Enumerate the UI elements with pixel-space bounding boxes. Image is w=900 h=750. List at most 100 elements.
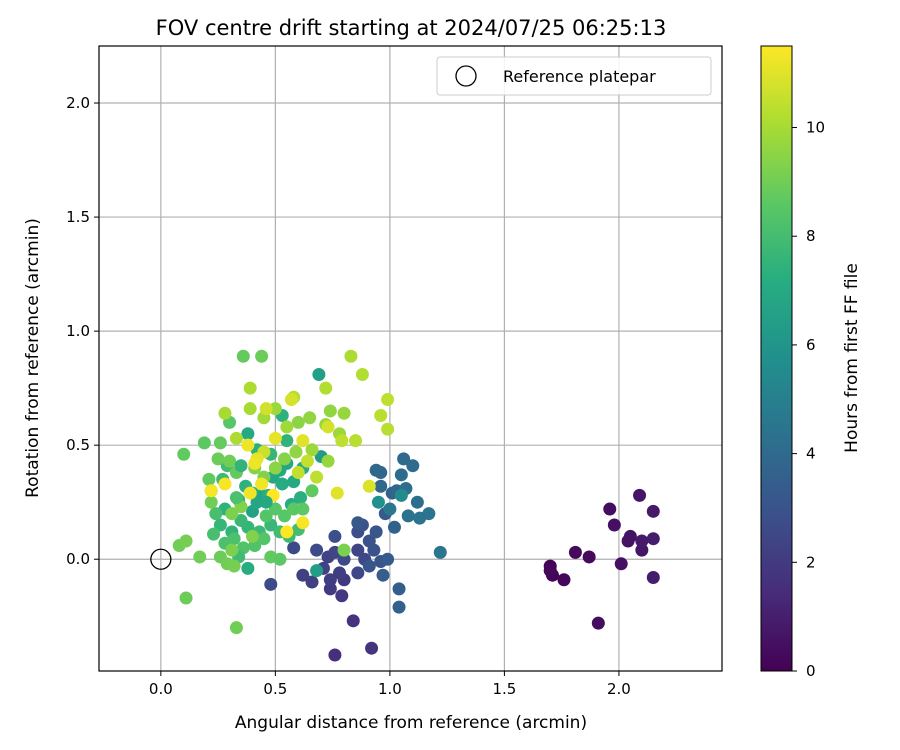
data-point xyxy=(351,516,365,530)
data-point xyxy=(193,550,207,564)
data-point xyxy=(291,415,305,429)
data-point xyxy=(268,502,282,516)
data-point xyxy=(310,543,324,557)
data-point xyxy=(323,582,337,596)
data-point xyxy=(330,486,344,500)
colorbar-ticks: 0 2 4 6 8 10 xyxy=(792,119,825,680)
data-point xyxy=(229,431,243,445)
y-axis-label: Rotation from reference (arcmin) xyxy=(23,218,43,498)
y-tick-label: 0.5 xyxy=(66,436,90,454)
data-point xyxy=(268,431,282,445)
legend-marker xyxy=(455,65,477,87)
data-point xyxy=(241,561,255,575)
data-point xyxy=(204,495,218,509)
data-point xyxy=(284,393,298,407)
colorbar-tick-label: 4 xyxy=(806,445,816,463)
data-point xyxy=(255,349,269,363)
data-point xyxy=(229,621,243,635)
data-point xyxy=(582,550,596,564)
colorbar: 0 2 4 6 8 10 Hours from first FF file xyxy=(760,45,862,680)
data-point xyxy=(349,434,363,448)
data-point xyxy=(646,532,660,546)
legend: Reference platepar xyxy=(436,56,712,96)
x-tick-label: 2.0 xyxy=(607,680,631,698)
y-tick-label: 2.0 xyxy=(66,94,90,112)
data-point xyxy=(374,466,388,480)
data-point xyxy=(305,484,319,498)
data-point xyxy=(209,507,223,521)
data-point xyxy=(328,529,342,543)
data-point xyxy=(300,454,314,468)
data-point xyxy=(204,484,218,498)
data-points xyxy=(172,349,660,662)
colorbar-gradient xyxy=(760,45,793,672)
data-point xyxy=(305,443,319,457)
reference-marker xyxy=(150,548,172,570)
x-tick-label: 0.5 xyxy=(263,680,287,698)
data-point xyxy=(646,504,660,518)
data-point xyxy=(633,488,647,502)
chart-title: FOV centre drift starting at 2024/07/25 … xyxy=(156,16,667,40)
data-point xyxy=(406,459,420,473)
data-point xyxy=(268,402,282,416)
colorbar-tick-label: 0 xyxy=(806,662,816,680)
data-point xyxy=(241,427,255,441)
data-point xyxy=(374,409,388,423)
data-point xyxy=(243,486,257,500)
plot-frame xyxy=(98,45,723,672)
data-point xyxy=(568,545,582,559)
colorbar-tick-label: 6 xyxy=(806,336,816,354)
data-point xyxy=(291,466,305,480)
reference-point xyxy=(150,548,172,570)
data-point xyxy=(369,525,383,539)
data-point xyxy=(365,641,379,655)
data-point xyxy=(319,381,333,395)
data-point xyxy=(362,479,376,493)
data-point xyxy=(241,438,255,452)
data-point xyxy=(296,516,310,530)
data-point xyxy=(259,402,273,416)
data-point xyxy=(614,557,628,571)
data-point xyxy=(387,520,401,534)
data-point xyxy=(371,495,385,509)
data-point xyxy=(218,406,232,420)
data-point xyxy=(310,564,324,578)
data-point xyxy=(397,452,411,466)
data-point xyxy=(259,495,273,509)
data-point xyxy=(392,582,406,596)
data-point xyxy=(346,614,360,628)
data-point xyxy=(225,543,239,557)
data-point xyxy=(355,367,369,381)
data-point xyxy=(280,420,294,434)
data-point xyxy=(381,393,395,407)
data-point xyxy=(321,454,335,468)
data-point xyxy=(337,406,351,420)
data-point xyxy=(179,591,193,605)
data-point xyxy=(296,568,310,582)
data-point xyxy=(211,452,225,466)
x-tick-label: 1.5 xyxy=(492,680,516,698)
data-point xyxy=(259,509,273,523)
data-point xyxy=(603,502,617,516)
data-point xyxy=(179,534,193,548)
data-point xyxy=(591,616,605,630)
data-point xyxy=(273,552,287,566)
data-point xyxy=(305,575,319,589)
data-point xyxy=(433,545,447,559)
data-point xyxy=(312,367,326,381)
data-point xyxy=(410,495,424,509)
data-point xyxy=(328,648,342,662)
data-point xyxy=(248,456,262,470)
data-point xyxy=(607,518,621,532)
data-point xyxy=(223,454,237,468)
data-point xyxy=(337,543,351,557)
colorbar-tick-label: 2 xyxy=(806,553,816,571)
data-point xyxy=(332,566,346,580)
data-point xyxy=(218,477,232,491)
data-point xyxy=(323,573,337,587)
data-point xyxy=(287,541,301,555)
data-point xyxy=(243,402,257,416)
data-point xyxy=(401,509,415,523)
data-point xyxy=(296,434,310,448)
